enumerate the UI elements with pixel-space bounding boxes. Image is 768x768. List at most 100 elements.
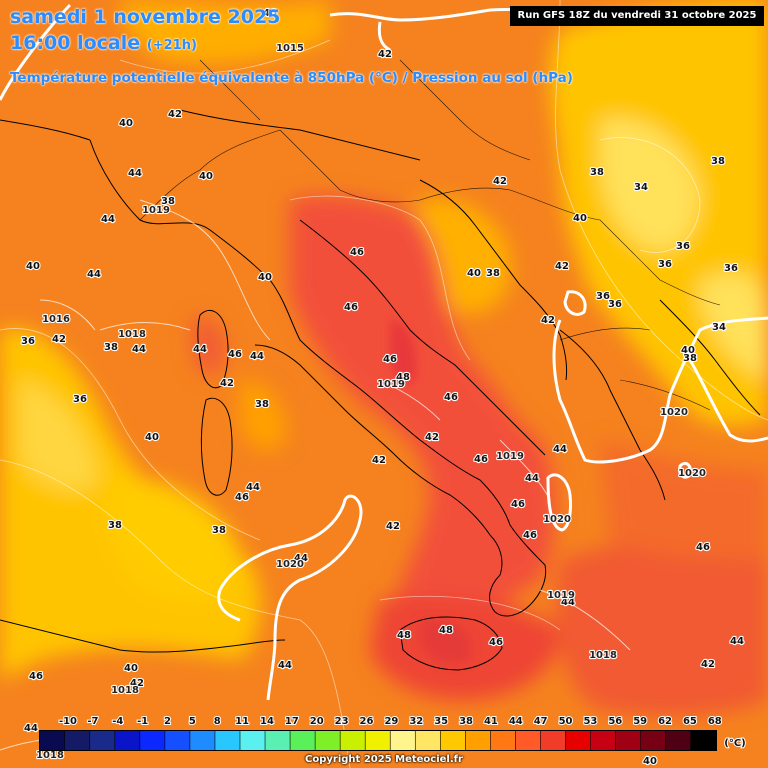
legend-label: -1 <box>137 716 148 727</box>
legend-label: 62 <box>658 716 672 727</box>
temperature-label: 38 <box>711 156 725 167</box>
model-run-info: Run GFS 18Z du vendredi 31 octobre 2025 <box>510 6 764 26</box>
pressure-value-labels: 1015 1019 1016 1018 1019 1020 1019 1020 1020 1020… <box>35 42 707 762</box>
temperature-label: 46 <box>228 349 242 360</box>
temperature-label: 38 <box>683 353 697 364</box>
temperature-label: 34 <box>634 182 648 193</box>
pressure-label: 1018 <box>589 650 617 661</box>
temperature-label: 42 <box>541 315 555 326</box>
legend-swatch <box>315 731 340 750</box>
legend-swatch <box>540 731 566 750</box>
temperature-label: 44 <box>87 269 101 280</box>
legend-label: 68 <box>708 716 722 727</box>
forecast-local-time: 16:00 locale <box>10 32 141 54</box>
legend-swatch <box>365 731 390 750</box>
legend-swatch <box>390 731 415 750</box>
pressure-label: 1018 <box>111 685 139 696</box>
temperature-label: 46 <box>383 354 397 365</box>
legend-swatch <box>40 731 65 750</box>
legend-swatch <box>290 731 315 750</box>
legend-label: -7 <box>87 716 98 727</box>
legend-label: 32 <box>409 716 423 727</box>
temperature-label: 40 <box>263 8 277 19</box>
temperature-label: 44 <box>101 214 115 225</box>
borders <box>139 59 721 411</box>
legend-label: 38 <box>459 716 473 727</box>
legend-label: 47 <box>534 716 548 727</box>
temperature-label: 44 <box>193 344 207 355</box>
legend-label: 2 <box>164 716 171 727</box>
legend-label: 41 <box>484 716 498 727</box>
legend-label: 65 <box>683 716 697 727</box>
temperature-label: 42 <box>701 659 715 670</box>
temperature-label: 46 <box>29 671 43 682</box>
temperature-label: 42 <box>130 678 144 689</box>
temperature-label: 42 <box>52 334 66 345</box>
legend-swatch <box>90 731 115 750</box>
temperature-label: 44 <box>553 444 567 455</box>
legend-label: -10 <box>59 716 77 727</box>
temperature-label: 40 <box>26 261 40 272</box>
temperature-label: 48 <box>397 630 411 641</box>
isobars-1020 <box>0 3 768 701</box>
temperature-label: 40 <box>124 663 138 674</box>
forecast-lead-time: (+21h) <box>146 38 197 53</box>
temperature-label: 38 <box>255 399 269 410</box>
legend-label: 5 <box>189 716 196 727</box>
legend-label: 50 <box>559 716 573 727</box>
temperature-label: 36 <box>608 299 622 310</box>
pressure-label: 1019 <box>142 205 170 216</box>
temperature-label: 44 <box>561 597 575 608</box>
temperature-label: 36 <box>73 394 87 405</box>
legend-label: 26 <box>360 716 374 727</box>
legend-swatch <box>415 731 440 750</box>
legend-label: 8 <box>214 716 221 727</box>
legend-swatch <box>615 731 641 750</box>
legend-label: 59 <box>633 716 647 727</box>
legend-swatch <box>140 731 165 750</box>
pressure-label: 1018 <box>36 750 64 761</box>
pressure-label: 1020 <box>660 407 688 418</box>
temperature-label: 44 <box>128 168 142 179</box>
temperature-label: 44 <box>730 636 744 647</box>
color-scale-legend: -10 -7 -4 -1 2 5 8 11 14 17 20 23 26 29 32 35 38 41 44 47 50… <box>39 715 747 751</box>
legend-swatch <box>115 731 140 750</box>
legend-swatch <box>465 731 491 750</box>
temperature-label: 36 <box>724 263 738 274</box>
pressure-label: 1019 <box>377 379 405 390</box>
temperature-label: 42 <box>425 432 439 443</box>
temperature-label: 44 <box>525 473 539 484</box>
temperature-label: 40 <box>573 213 587 224</box>
temperature-label: 42 <box>372 455 386 466</box>
legend-swatch <box>340 731 365 750</box>
temperature-label: 38 <box>104 342 118 353</box>
temperature-label: 40 <box>145 432 159 443</box>
legend-swatch <box>240 731 265 750</box>
temperature-label: 44 <box>24 723 38 734</box>
legend-swatch <box>215 731 240 750</box>
legend-swatch <box>690 731 716 750</box>
temperature-label: 44 <box>250 351 264 362</box>
temperature-label: 46 <box>235 492 249 503</box>
pressure-label: 1019 <box>547 590 575 601</box>
pressure-label: 1016 <box>42 314 70 325</box>
temperature-label: 40 <box>681 345 695 356</box>
temperature-core <box>390 320 472 664</box>
temperature-label: 40 <box>258 272 272 283</box>
temperature-label: 38 <box>486 268 500 279</box>
pressure-label: 1020 <box>678 468 706 479</box>
legend-swatch <box>265 731 290 750</box>
temperature-label: 38 <box>161 196 175 207</box>
temperature-field <box>0 0 768 717</box>
legend-label: 29 <box>384 716 398 727</box>
legend-label: 14 <box>260 716 274 727</box>
legend-label: -4 <box>112 716 123 727</box>
temperature-label: 36 <box>676 241 690 252</box>
temperature-label: 46 <box>511 499 525 510</box>
temperature-label: 38 <box>212 525 226 536</box>
forecast-date: samedi 1 novembre 2025 <box>10 6 281 28</box>
temperature-label: 38 <box>108 520 122 531</box>
